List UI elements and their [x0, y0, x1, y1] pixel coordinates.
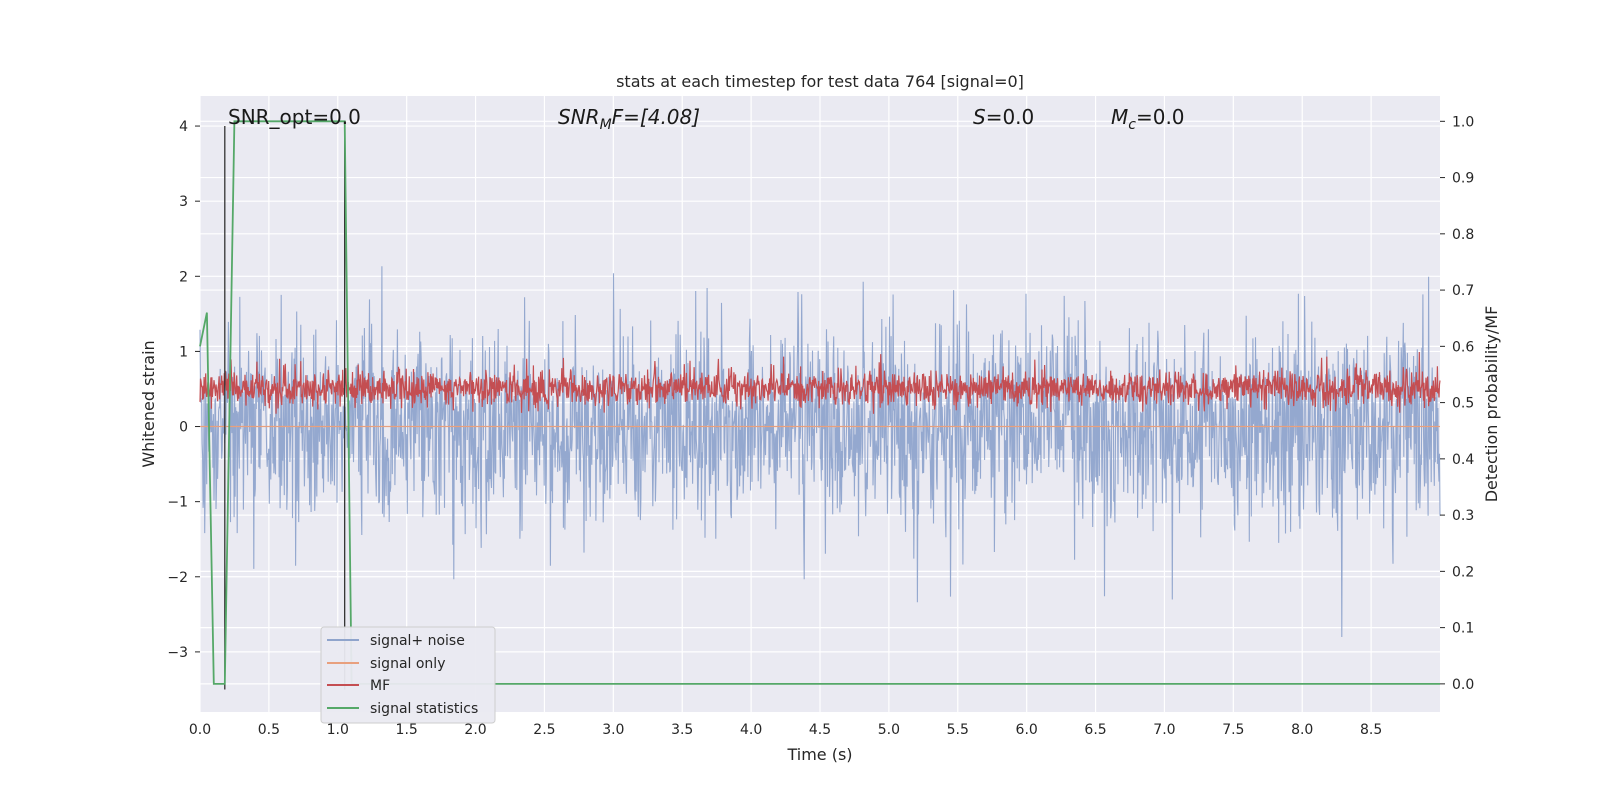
y-tick-label-right: 0.6: [1452, 339, 1474, 355]
y-tick-label-right: 0.5: [1452, 396, 1474, 412]
legend-label-stats: signal statistics: [370, 701, 478, 717]
y-tick-label-right: 1.0: [1452, 114, 1474, 130]
y-tick-label-right: 0.7: [1452, 283, 1474, 299]
x-axis-label: Time (s): [786, 745, 852, 764]
legend-label-noise: signal+ noise: [370, 633, 465, 649]
y-tick-label-left: 0: [179, 420, 188, 436]
x-tick-label: 1.5: [396, 722, 418, 738]
x-tick-label: 4.5: [809, 722, 831, 738]
s-suffix: =0.0: [986, 105, 1035, 129]
y-tick-label-right: 0.4: [1452, 452, 1474, 468]
snr-mf-suffix: F=[4.08]: [612, 105, 700, 129]
legend: signal+ noise signal only MF signal stat…: [320, 626, 496, 724]
x-tick-label: 3.0: [602, 722, 624, 738]
x-tick-label: 8.0: [1291, 722, 1313, 738]
x-tick-label: 6.5: [1084, 722, 1106, 738]
annotation-snr-opt: SNR_opt=0.0: [228, 105, 361, 129]
x-tick-label: 5.5: [947, 722, 969, 738]
x-tick-label: 4.0: [740, 722, 762, 738]
annotation-snr-mf: SNRMF=[4.08]: [558, 105, 700, 133]
y-tick-label-right: 0.2: [1452, 564, 1474, 580]
y-tick-label-left: 1: [179, 344, 188, 360]
x-tick-label: 1.0: [327, 722, 349, 738]
annotations: SNR_opt=0.0 SNRMF=[4.08] S=0.0 Mc=0.0: [228, 105, 1185, 133]
legend-label-signal-only: signal only: [370, 656, 445, 672]
x-tick-label: 5.0: [878, 722, 900, 738]
series-signal-noise: [199, 266, 1441, 638]
mc-prefix: M: [1111, 105, 1128, 129]
x-tick-label: 3.5: [671, 722, 693, 738]
series-mf: [199, 351, 1441, 414]
y-tick-label-left: −2: [167, 570, 188, 586]
x-tick-label: 6.0: [1016, 722, 1038, 738]
mc-suffix: =0.0: [1136, 105, 1185, 129]
x-tick-label: 7.0: [1153, 722, 1175, 738]
x-tick-label: 2.0: [464, 722, 486, 738]
ticks: 0.0 0.5 1.0 1.5 2.0 2.5 3.0 3.5 4.0 4.5 5.0 5.5 6.0 6…: [167, 114, 1474, 738]
y-tick-label-left: −1: [167, 495, 188, 511]
snr-mf-prefix: SNR: [558, 105, 600, 129]
s-prefix: S: [973, 105, 986, 129]
x-tick-label: 0.5: [258, 722, 280, 738]
annotation-mc: Mc=0.0: [1111, 105, 1185, 133]
x-tick-label: 8.5: [1360, 722, 1382, 738]
y-tick-label-left: 4: [179, 119, 188, 135]
y-tick-label-right: 0.1: [1452, 621, 1474, 637]
chart-title: stats at each timestep for test data 764…: [616, 72, 1024, 91]
y-tick-label-left: −3: [167, 645, 188, 661]
y-tick-label-right: 0.8: [1452, 227, 1474, 243]
x-tick-label: 7.5: [1222, 722, 1244, 738]
legend-label-mf: MF: [370, 678, 390, 694]
mc-sub: c: [1128, 117, 1136, 133]
y-tick-label-left: 2: [179, 269, 188, 285]
y-tick-label-right: 0.3: [1452, 508, 1474, 524]
snr-mf-sub: M: [600, 117, 612, 133]
y-axis-label-left: Whitened strain: [139, 340, 158, 467]
y-axis-label-right: Detection probability/MF: [1482, 306, 1501, 503]
y-tick-label-left: 3: [179, 194, 188, 210]
legend-box: [320, 626, 496, 724]
y-tick-label-right: 0.9: [1452, 171, 1474, 187]
x-tick-label: 0.0: [189, 722, 211, 738]
x-tick-label: 2.5: [533, 722, 555, 738]
annotation-s: S=0.0: [973, 105, 1034, 129]
y-tick-label-right: 0.0: [1452, 677, 1474, 693]
